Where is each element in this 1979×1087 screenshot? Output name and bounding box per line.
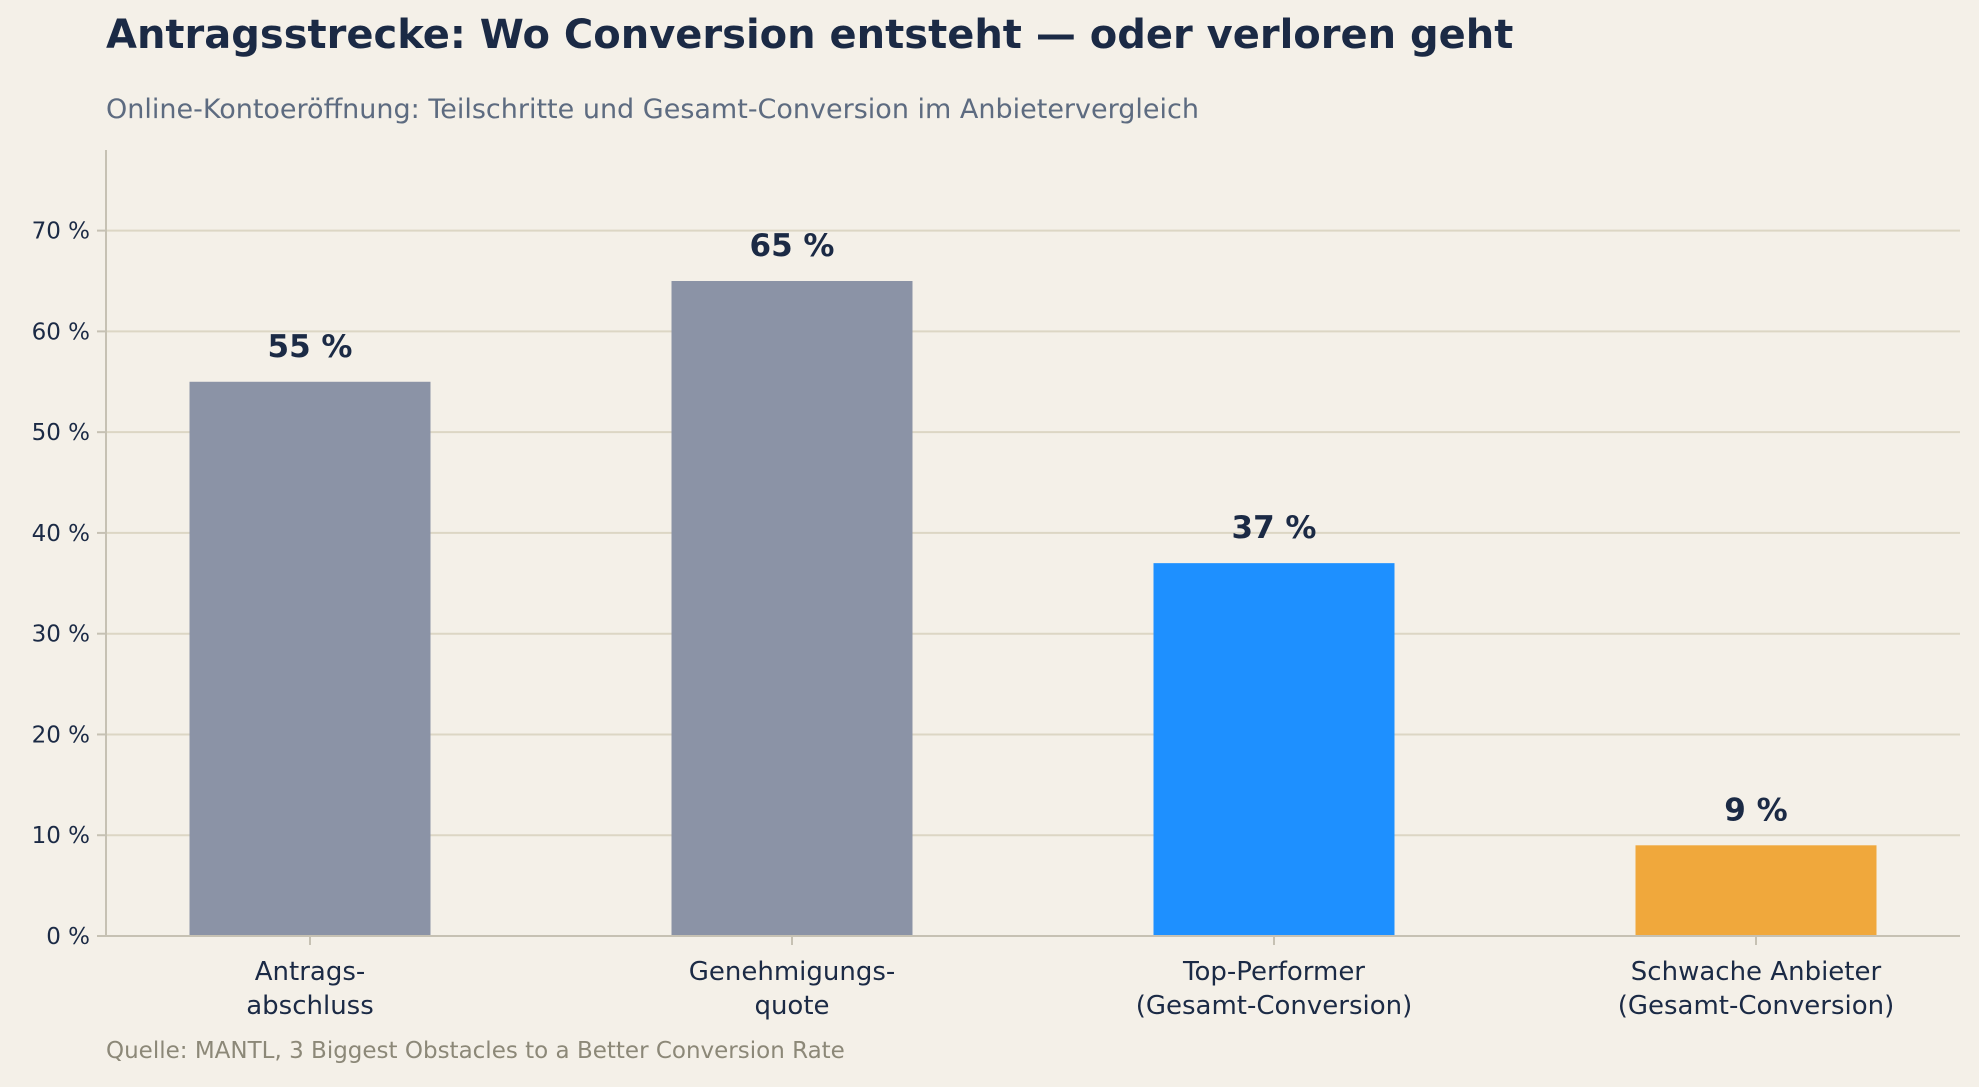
bars <box>189 281 1877 936</box>
chart-title: Antragsstrecke: Wo Conversion entsteht —… <box>106 12 1514 58</box>
bar <box>1153 563 1395 936</box>
chart-subtitle: Online-Kontoeröffnung: Teilschritte und … <box>106 94 1199 125</box>
data-label: 65 % <box>750 228 835 264</box>
bar <box>671 281 913 936</box>
data-label: 9 % <box>1724 792 1787 828</box>
x-tick-label: Top-Performer (Gesamt-Conversion) <box>1136 957 1413 1021</box>
data-label: 55 % <box>268 329 353 365</box>
bar <box>189 381 431 936</box>
data-labels: 55 % 65 % 37 % 9 % <box>268 228 1788 828</box>
y-tick-label: 20 % <box>32 722 90 748</box>
axes: 0 % 10 % 20 % 30 % 40 % 50 % 60 % 70 % Antrags-a… <box>32 150 1960 1021</box>
source-note: Quelle: MANTL, 3 Biggest Obstacles to a … <box>106 1038 845 1064</box>
x-tick-label: Antrags-abschluss <box>246 957 374 1021</box>
x-tick-label: Schwache Anbieter (Gesamt-Conversion) <box>1618 957 1895 1021</box>
bar <box>1635 845 1877 936</box>
y-tick-label: 40 % <box>32 521 90 547</box>
x-tick-label: Genehmigungs-quote <box>689 957 896 1021</box>
y-tick-label: 0 % <box>46 924 90 950</box>
y-tick-label: 30 % <box>32 622 90 648</box>
y-tick-label: 70 % <box>32 219 90 245</box>
y-tick-label: 60 % <box>32 319 90 345</box>
data-label: 37 % <box>1232 510 1317 546</box>
y-tick-label: 50 % <box>32 420 90 446</box>
y-tick-label: 10 % <box>32 823 90 849</box>
